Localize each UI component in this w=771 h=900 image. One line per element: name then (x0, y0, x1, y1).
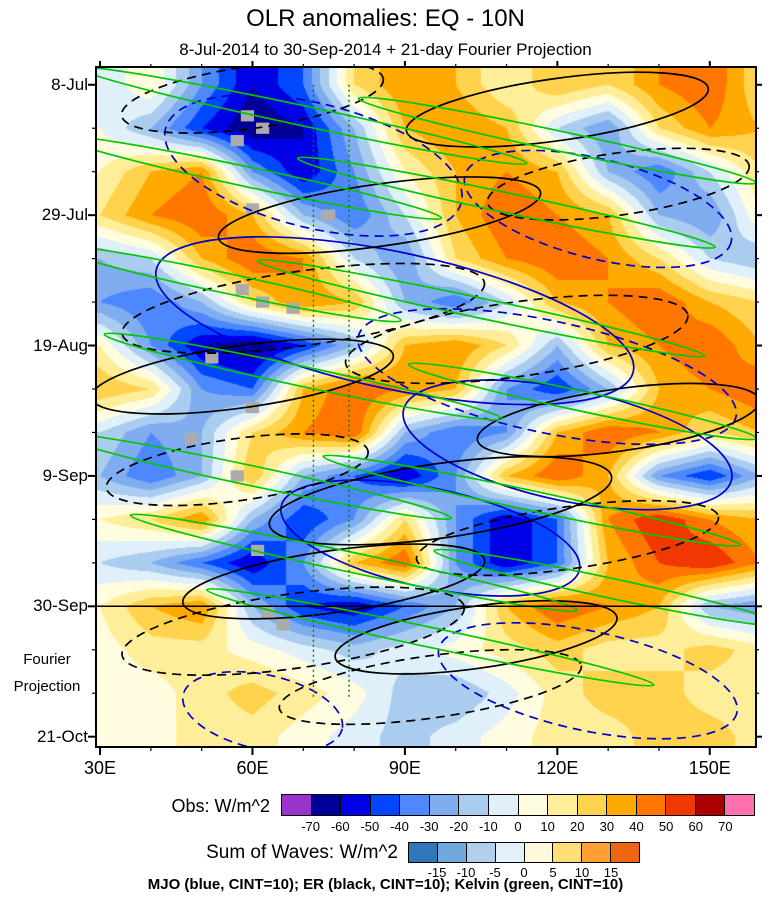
colorbar-segment (610, 843, 639, 862)
colorbar-segment (517, 795, 548, 815)
x-tick-label: 150E (688, 758, 731, 778)
colorbar-tick-label: -10 (456, 865, 476, 880)
colorbar-segment (458, 795, 488, 815)
colorbar-tick-label: 20 (570, 819, 585, 834)
colorbar-segment (340, 795, 370, 815)
colorbar-tick-label: -15 (427, 865, 447, 880)
colorbar-tick-label: -10 (478, 819, 498, 834)
colorbar-segment (465, 843, 495, 862)
colorbar-tick-label: 10 (574, 865, 590, 880)
obs-colorbar-label: Obs: W/m^2 (171, 796, 270, 816)
colorbar-tick-label: 15 (603, 865, 619, 880)
colorbar-tick-label: 40 (629, 819, 644, 834)
colorbar-tick-label: 0 (514, 819, 522, 834)
obs-colorbar (281, 794, 755, 816)
waves-colorbar-label: Sum of Waves: W/m^2 (206, 842, 398, 863)
colorbar-segment (635, 795, 666, 815)
colorbar-tick-label: 10 (540, 819, 555, 834)
colorbar-segment (523, 843, 553, 862)
colorbar-tick-label: -70 (301, 819, 321, 834)
colorbar-segment (428, 795, 459, 815)
colorbar-tick-label: 30 (599, 819, 615, 834)
y-tick-label: 19-Aug (33, 335, 88, 355)
y-tick-label: 9-Sep (42, 465, 88, 485)
page-title: OLR anomalies: EQ - 10N (246, 5, 525, 32)
colorbar-segment (694, 795, 725, 815)
colorbar-tick-label: -60 (330, 819, 350, 834)
colorbar-segment (665, 795, 695, 815)
x-tick-label: 120E (536, 758, 579, 778)
colorbar-tick-label: 5 (549, 865, 557, 880)
colorbar-tick-label: 60 (688, 819, 703, 834)
colorbar-segment (487, 795, 518, 815)
page-subtitle: 8-Jul-2014 to 30-Sep-2014 + 21-day Fouri… (179, 40, 592, 59)
colorbar-segment (581, 843, 611, 862)
colorbar-tick-label: 0 (520, 865, 528, 880)
colorbar-segment (552, 843, 582, 862)
colorbar-tick-label: -30 (419, 819, 439, 834)
heatmap-canvas (97, 68, 755, 746)
waves-colorbar (408, 842, 640, 863)
fourier-label-line2: Projection (13, 678, 81, 695)
colorbar-segment (606, 795, 636, 815)
colorbar-segment (436, 843, 466, 862)
contour-legend-caption: MJO (blue, CINT=10); ER (black, CINT=10)… (147, 876, 624, 893)
y-tick-label: 21-Oct (36, 726, 88, 746)
colorbar-segment (369, 795, 400, 815)
fourier-projection-label: Fourier Projection (0, 646, 94, 700)
colorbar-segment (310, 795, 341, 815)
y-tick-label: 8-Jul (51, 74, 88, 94)
colorbar-tick-label: -50 (360, 819, 380, 834)
colorbar-segment (409, 843, 437, 862)
colorbar-segment (547, 795, 577, 815)
colorbar-tick-label: -40 (390, 819, 409, 834)
y-tick-label: 29-Jul (41, 205, 88, 225)
colorbar-segment (399, 795, 429, 815)
x-tick-label: 90E (388, 758, 421, 778)
colorbar-segment (282, 795, 311, 815)
colorbar-segment (724, 795, 754, 815)
colorbar-tick-label: -5 (489, 865, 501, 880)
colorbar-segment (494, 843, 524, 862)
x-tick-label: 30E (84, 758, 117, 778)
fourier-label-line1: Fourier (23, 651, 71, 668)
colorbar-segment (576, 795, 607, 815)
colorbar-tick-label: 50 (658, 819, 674, 834)
x-tick-label: 60E (236, 758, 269, 778)
y-tick-label: 30-Sep (33, 596, 88, 616)
colorbar-tick-label: 70 (718, 819, 733, 834)
colorbar-tick-label: -20 (449, 819, 469, 834)
